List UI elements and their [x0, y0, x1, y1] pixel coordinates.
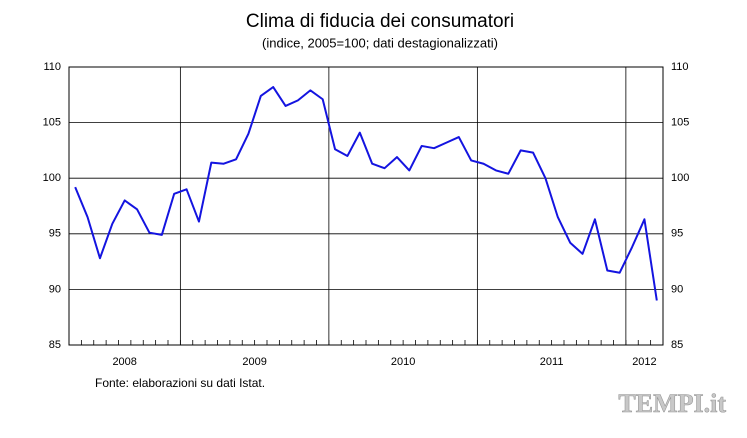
- x-tick-label: 2012: [632, 356, 656, 368]
- y2-tick-label: 105: [671, 117, 689, 129]
- x-tick-label: 2010: [391, 356, 415, 368]
- chart-subtitle: (indice, 2005=100; dati destagionalizzat…: [262, 35, 498, 50]
- source-note: Fonte: elaborazioni su dati Istat.: [95, 376, 265, 390]
- x-tick-label: 2009: [242, 356, 266, 368]
- y2-tick-label: 95: [671, 228, 683, 240]
- watermark: TEMPI.it: [618, 389, 726, 418]
- x-tick-label: 2008: [112, 356, 136, 368]
- y-tick-label: 100: [43, 172, 61, 184]
- y2-tick-label: 85: [671, 339, 683, 351]
- y-tick-label: 110: [43, 61, 61, 73]
- chart-title: Clima di fiducia dei consumatori: [246, 11, 514, 32]
- y2-tick-label: 110: [671, 61, 689, 73]
- y-tick-label: 95: [49, 228, 61, 240]
- plot-frame: [68, 66, 664, 346]
- x-tick-label: 2011: [540, 356, 564, 368]
- y2-tick-label: 100: [671, 172, 689, 184]
- y-tick-label: 85: [49, 339, 61, 351]
- y-tick-label: 105: [43, 117, 61, 129]
- y2-tick-label: 90: [671, 283, 683, 295]
- data-line: [74, 86, 658, 301]
- y-tick-label: 90: [49, 283, 61, 295]
